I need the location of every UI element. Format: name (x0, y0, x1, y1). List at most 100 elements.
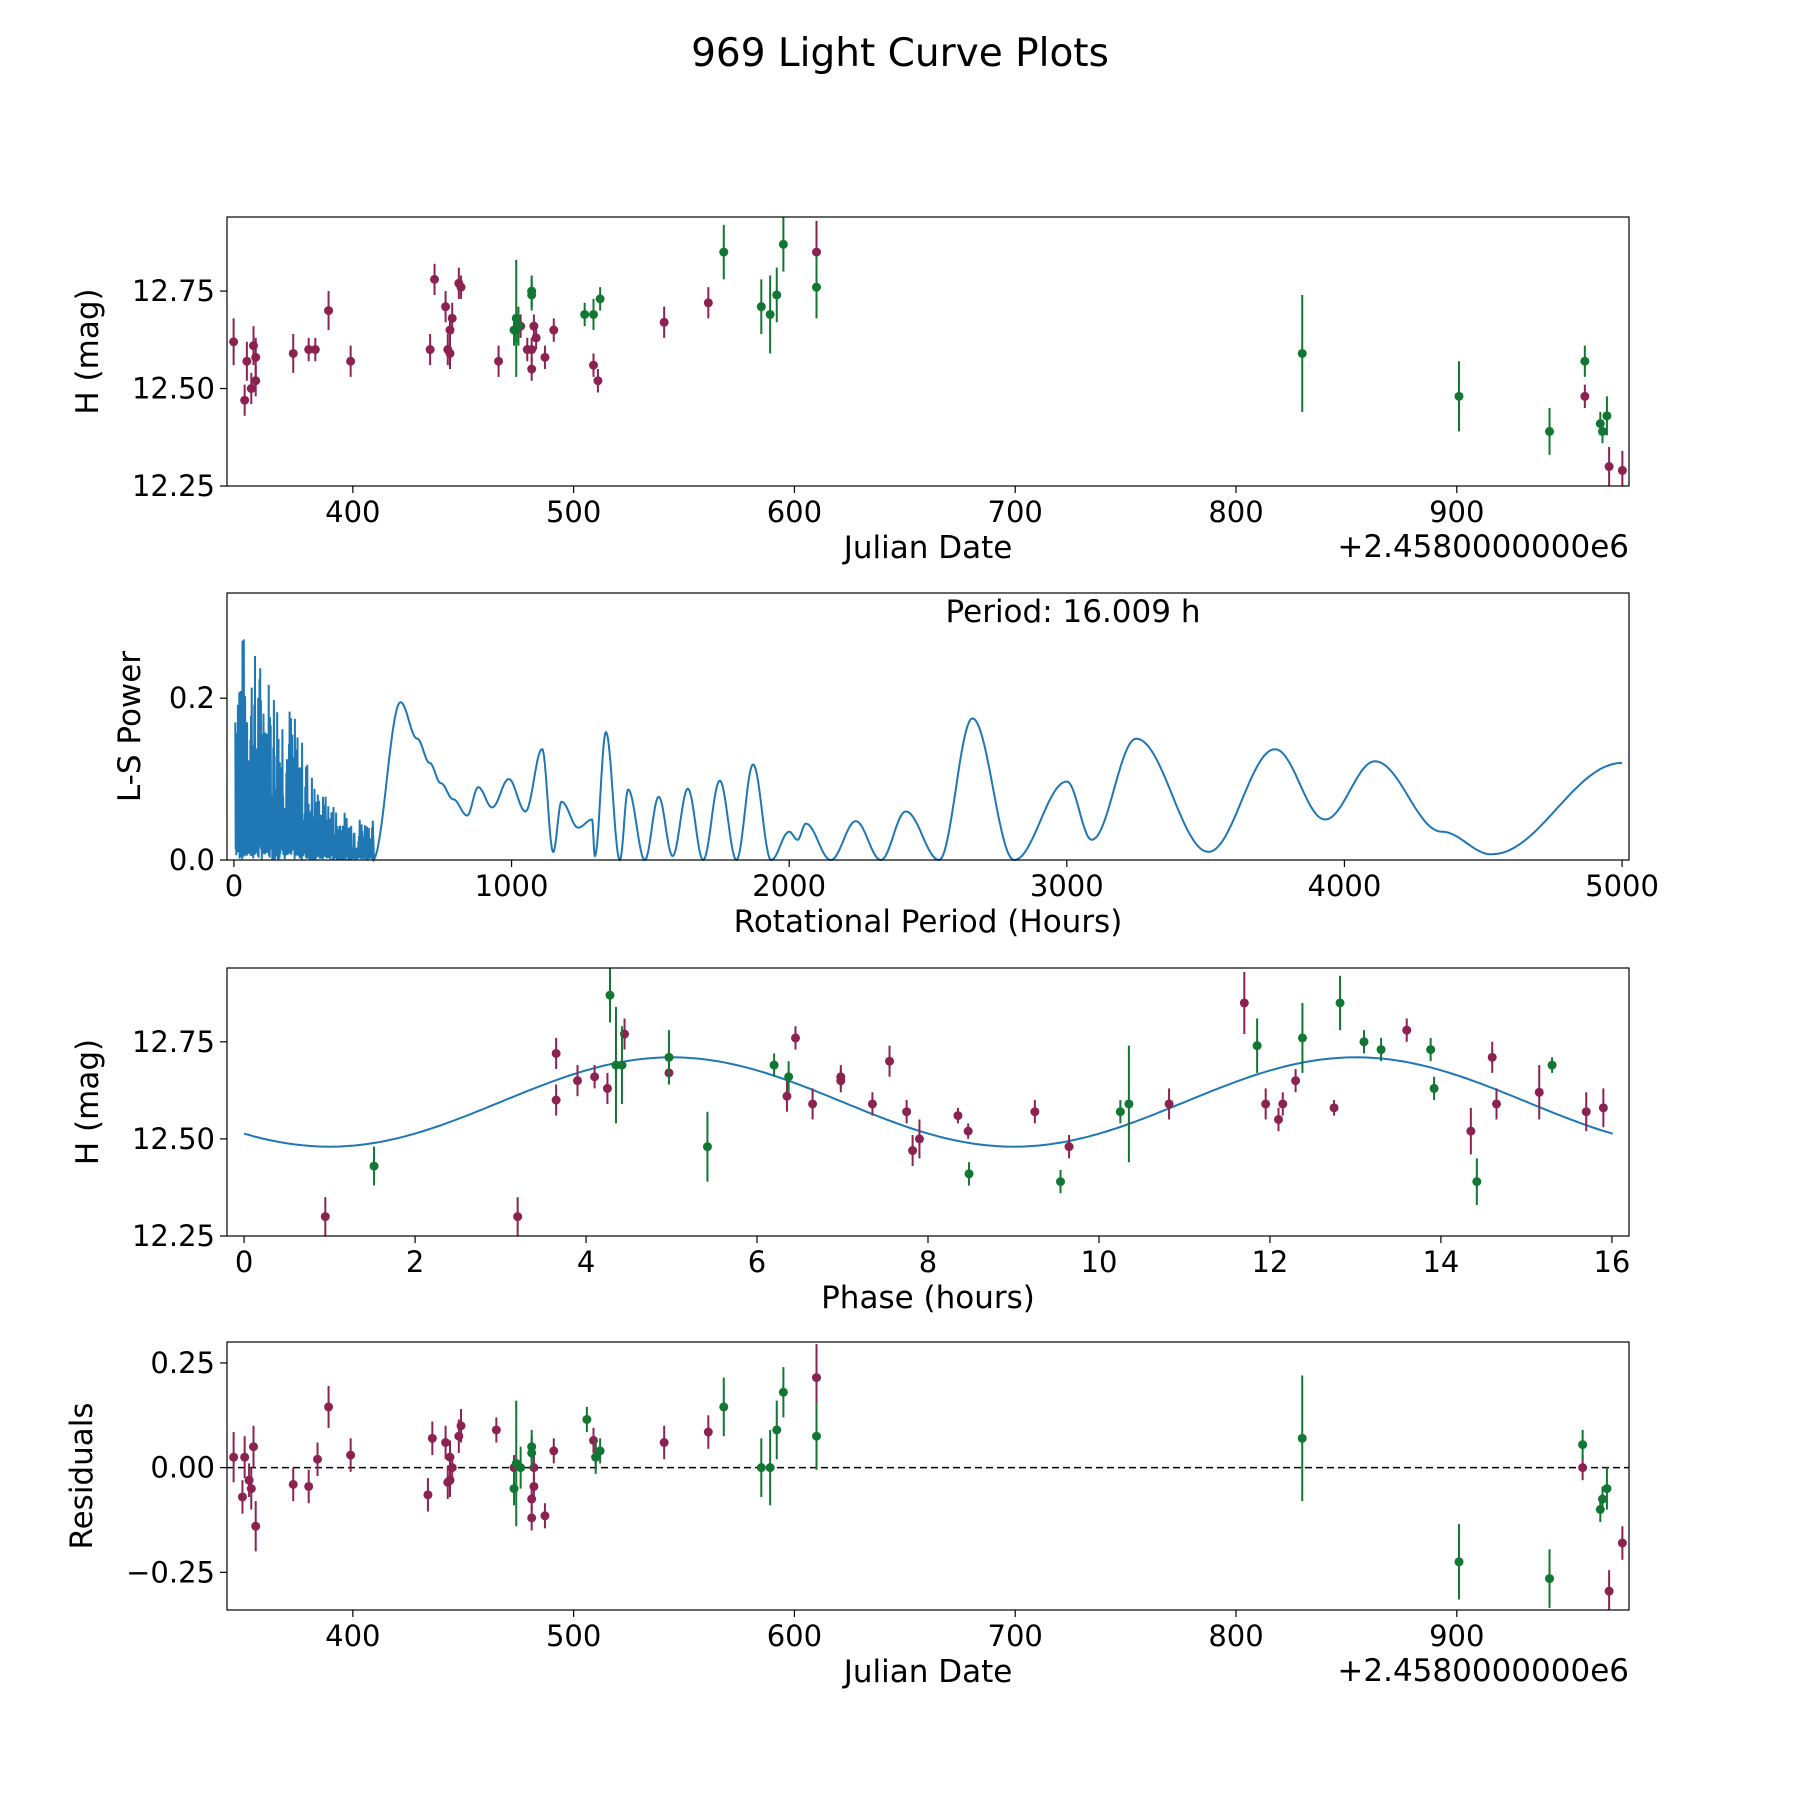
data-point (593, 376, 603, 386)
x-tick-label: 700 (988, 1619, 1043, 1653)
y-axis-label: Residuals (64, 1402, 100, 1549)
y-tick-label: 0.00 (150, 1451, 215, 1485)
x-axis-label: Julian Date (842, 1654, 1013, 1690)
data-point (1617, 1538, 1627, 1548)
data-point (529, 1481, 539, 1491)
data-point (1545, 1574, 1555, 1584)
data-point (1578, 1463, 1588, 1473)
data-point (242, 356, 252, 366)
data-point (1239, 998, 1249, 1008)
data-point (836, 1076, 846, 1086)
data-point (445, 348, 455, 358)
data-point (1487, 1052, 1497, 1062)
data-point (1402, 1025, 1412, 1035)
periodogram-panel: 0 1000 2000 3000 4000 5000 0.0 0.2 Rotational Pe… (112, 592, 1659, 940)
data-point (1252, 1041, 1262, 1051)
x-tick-label: 600 (767, 495, 822, 529)
y-axis-label: L-S Power (112, 651, 148, 802)
data-point (1598, 426, 1608, 436)
data-point (1030, 1107, 1040, 1117)
x-axis-label: Phase (hours) (821, 1280, 1035, 1316)
figure-title: 969 Light Curve Plots (691, 31, 1109, 76)
data-point (778, 239, 788, 249)
data-point (812, 282, 822, 292)
x-tick-label: 8 (919, 1245, 937, 1279)
y-axis-label: H (mag) (70, 288, 106, 414)
data-point (320, 1212, 330, 1222)
data-point (456, 1421, 466, 1431)
data-point (1454, 391, 1464, 401)
data-point (1359, 1037, 1369, 1047)
data-point (1581, 1107, 1591, 1117)
data-point (1329, 1103, 1339, 1113)
data-point (1604, 1586, 1614, 1596)
x-tick-label: 10 (1081, 1245, 1118, 1279)
data-point (772, 1425, 782, 1435)
data-point (310, 345, 320, 355)
x-tick-label: 3000 (1030, 869, 1104, 903)
data-points (320, 968, 1608, 1236)
x-tick-label: 0 (225, 869, 243, 903)
data-point (229, 1452, 239, 1462)
y-tick-label: 0.2 (169, 681, 215, 715)
data-point (595, 294, 605, 304)
y-tick-label: 12.50 (132, 1122, 215, 1156)
data-point (790, 1033, 800, 1043)
data-point (441, 302, 451, 312)
data-point (756, 1463, 766, 1473)
period-annotation: Period: 16.009 h (946, 594, 1201, 630)
axes-frame (226, 967, 1630, 1237)
data-point (1472, 1177, 1482, 1187)
data-point (304, 1481, 314, 1491)
data-point (549, 325, 559, 335)
x-tick-label: 12 (1251, 1245, 1288, 1279)
data-point (527, 345, 537, 355)
x-tick-label: 4 (577, 1245, 595, 1279)
data-point (664, 1052, 674, 1062)
x-tick-label: 6 (748, 1245, 766, 1279)
data-point (812, 1431, 822, 1441)
data-point (531, 333, 541, 343)
data-point (589, 360, 599, 370)
data-point (240, 395, 250, 405)
data-point (1297, 1433, 1307, 1443)
data-point (1491, 1099, 1501, 1109)
x-tick-label: 800 (1208, 495, 1263, 529)
data-point (1602, 1484, 1612, 1494)
data-point (1335, 998, 1345, 1008)
data-point (765, 1463, 775, 1473)
x-tick-label: 4000 (1308, 869, 1382, 903)
data-point (908, 1146, 918, 1156)
data-point (441, 1438, 451, 1447)
x-tick-label: 0 (235, 1245, 253, 1279)
data-point (1580, 356, 1590, 366)
data-point (1164, 1099, 1174, 1109)
y-tick-label: 12.25 (132, 469, 215, 503)
data-point (573, 1076, 582, 1086)
data-point (590, 1072, 600, 1082)
data-point (1598, 1103, 1608, 1113)
data-point (251, 352, 261, 362)
data-point (808, 1099, 818, 1109)
data-point (540, 1511, 550, 1521)
axes-frame (226, 216, 1630, 487)
data-point (1278, 1099, 1288, 1109)
data-point (605, 990, 615, 1000)
data-point (602, 1083, 612, 1093)
data-point (346, 1450, 356, 1460)
x-tick-label: 2 (406, 1245, 424, 1279)
data-point (1580, 391, 1590, 401)
data-point (885, 1056, 895, 1066)
data-point (527, 1448, 537, 1458)
data-point (769, 1060, 779, 1070)
data-point (703, 1427, 713, 1437)
x-tick-label: 500 (546, 495, 601, 529)
data-point (324, 1402, 334, 1412)
y-tick-label: 12.75 (132, 274, 215, 308)
data-point (248, 1442, 258, 1452)
data-point (229, 337, 239, 347)
x-tick-label: 400 (325, 1619, 380, 1653)
data-point (1274, 1114, 1283, 1124)
x-tick-label: 14 (1422, 1245, 1459, 1279)
data-point (527, 290, 537, 300)
